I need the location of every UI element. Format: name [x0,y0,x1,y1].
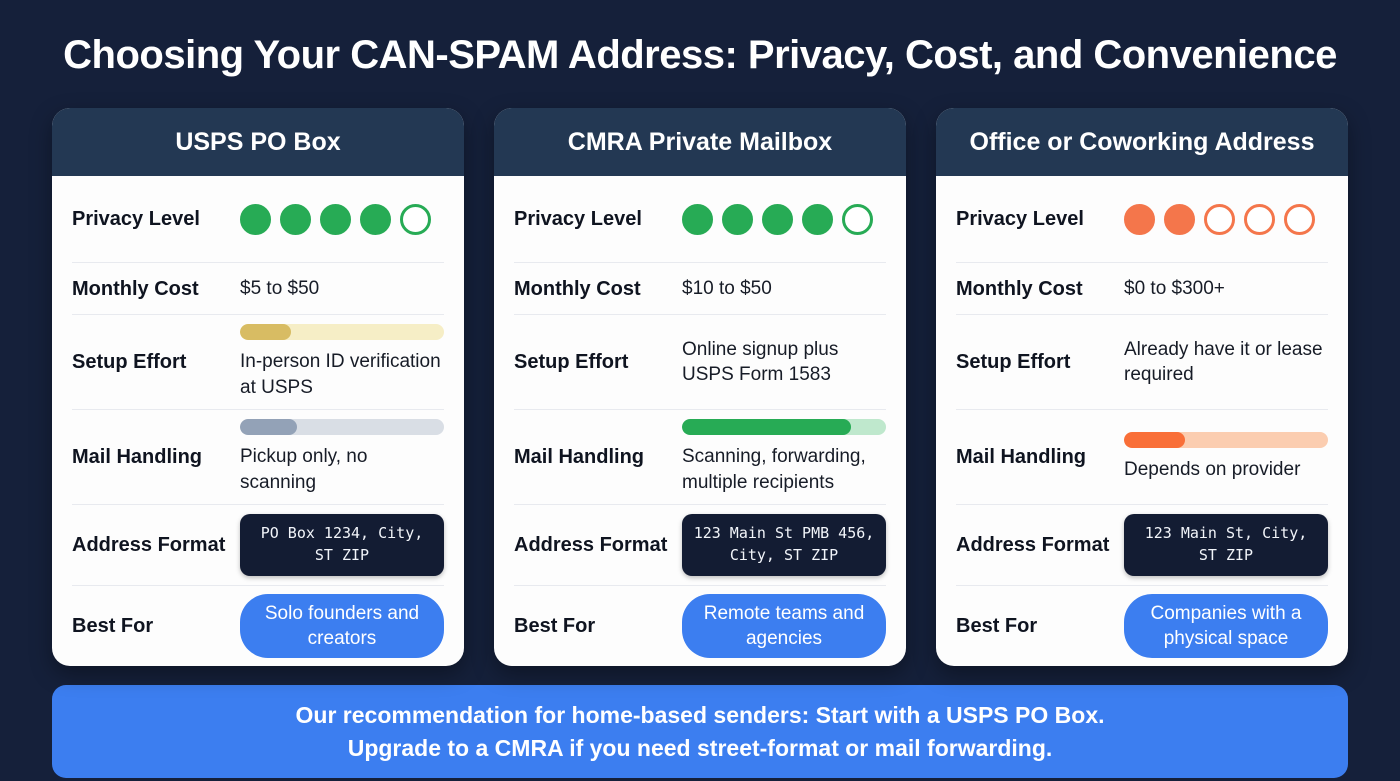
monthly-cost-value: $5 to $50 [240,277,320,299]
best-for-label: Best For [514,615,596,637]
row-privacy-level: Privacy Level [514,176,886,263]
row-mail-handling: Mail Handling Scanning, forwarding, mult… [514,410,886,505]
mail-handling-label: Mail Handling [514,446,644,468]
row-monthly-cost: Monthly Cost $5 to $50 [72,263,444,315]
privacy-level-label: Privacy Level [514,208,642,230]
best-for-pill: Remote teams and agencies [682,593,886,659]
row-address-format: Address Format 123 Main St PMB 456, City… [514,505,886,586]
mail-handling-value: Depends on provider [1124,458,1301,480]
address-format-label: Address Format [514,534,668,556]
mail-handling-value: Scanning, forwarding, multiple recipient… [682,446,866,493]
card-office-coworking: Office or Coworking Address Privacy Leve… [936,108,1348,666]
setup-effort-label: Setup Effort [956,351,1071,373]
privacy-dots [1124,203,1328,235]
card-title: USPS PO Box [52,108,464,176]
best-for-label: Best For [72,615,154,637]
privacy-dot-filled [1124,203,1155,235]
monthly-cost-label: Monthly Cost [72,277,199,300]
row-privacy-level: Privacy Level [956,176,1328,263]
row-monthly-cost: Monthly Cost $10 to $50 [514,263,886,315]
row-address-format: Address Format PO Box 1234, City, ST ZIP [72,505,444,586]
privacy-level-label: Privacy Level [956,208,1084,230]
page-title: Choosing Your CAN-SPAM Address: Privacy,… [63,33,1337,77]
monthly-cost-label: Monthly Cost [514,277,641,300]
mail-handling-bar [682,419,886,436]
setup-effort-value: Online signup plus USPS Form 1583 [682,338,839,385]
row-mail-handling: Mail Handling Pickup only, no scanning [72,410,444,505]
monthly-cost-label: Monthly Cost [956,277,1083,300]
address-format-label: Address Format [956,534,1110,556]
mail-handling-value: Pickup only, no scanning [240,446,368,493]
privacy-dot-filled [320,203,351,235]
mail-handling-bar-fill [240,419,298,436]
mail-handling-bar [240,419,444,436]
setup-effort-label: Setup Effort [72,351,187,373]
card-title: Office or Coworking Address [936,108,1348,176]
recommendation-line-1: Our recommendation for home-based sender… [295,702,1105,728]
card-cmra-private-mailbox: CMRA Private Mailbox Privacy Level Month… [494,108,906,666]
monthly-cost-value: $0 to $300+ [1124,277,1225,299]
monthly-cost-value: $10 to $50 [682,277,772,299]
best-for-pill: Companies with a physical space [1124,593,1328,659]
comparison-cards: USPS PO Box Privacy Level Monthly Cost $… [52,108,1348,666]
privacy-dot-filled [682,203,713,235]
row-best-for: Best For Solo founders and creators [72,586,444,666]
row-monthly-cost: Monthly Cost $0 to $300+ [956,263,1328,315]
privacy-dot-empty [1244,203,1275,235]
setup-effort-label: Setup Effort [514,351,629,373]
row-setup-effort: Setup Effort In-person ID verification a… [72,315,444,410]
row-best-for: Best For Companies with a physical space [956,586,1328,666]
card-body: Privacy Level Monthly Cost $0 to $300+ S… [936,176,1348,666]
mail-handling-bar-fill [682,419,852,436]
row-setup-effort: Setup Effort Already have it or lease re… [956,315,1328,410]
privacy-dot-filled [240,203,271,235]
mail-handling-bar [1124,431,1328,448]
card-body: Privacy Level Monthly Cost $5 to $50 Set… [52,176,464,666]
mail-handling-label: Mail Handling [72,446,202,468]
privacy-dot-empty [842,203,873,235]
privacy-dots [682,203,886,235]
card-body: Privacy Level Monthly Cost $10 to $50 Se… [494,176,906,666]
card-usps-po-box: USPS PO Box Privacy Level Monthly Cost $… [52,108,464,666]
row-mail-handling: Mail Handling Depends on provider [956,410,1328,505]
recommendation-line-2: Upgrade to a CMRA if you need street-for… [347,734,1053,761]
privacy-dot-empty [400,203,431,235]
privacy-level-label: Privacy Level [72,208,200,230]
card-title: CMRA Private Mailbox [494,108,906,176]
setup-effort-bar-fill [240,324,291,341]
row-setup-effort: Setup Effort Online signup plus USPS For… [514,315,886,410]
privacy-dot-filled [360,203,391,235]
recommendation-banner: Our recommendation for home-based sender… [52,685,1348,779]
address-format-code: PO Box 1234, City, ST ZIP [240,514,444,576]
privacy-dot-empty [1284,203,1315,235]
setup-effort-value: In-person ID verification at USPS [240,351,441,398]
mail-handling-bar-fill [1124,431,1186,448]
address-format-code: 123 Main St, City, ST ZIP [1124,514,1328,576]
privacy-dot-empty [1204,203,1235,235]
row-privacy-level: Privacy Level [72,176,444,263]
best-for-pill: Solo founders and creators [240,593,444,659]
setup-effort-bar [240,324,444,341]
setup-effort-value: Already have it or lease required [1124,338,1323,385]
privacy-dot-filled [280,203,311,235]
address-format-code: 123 Main St PMB 456, City, ST ZIP [682,514,886,576]
privacy-dot-filled [762,203,793,235]
row-address-format: Address Format 123 Main St, City, ST ZIP [956,505,1328,586]
address-format-label: Address Format [72,534,226,556]
mail-handling-label: Mail Handling [956,446,1086,468]
privacy-dot-filled [802,203,833,235]
privacy-dot-filled [722,203,753,235]
privacy-dot-filled [1164,203,1195,235]
row-best-for: Best For Remote teams and agencies [514,586,886,666]
privacy-dots [240,203,444,235]
best-for-label: Best For [956,615,1038,637]
